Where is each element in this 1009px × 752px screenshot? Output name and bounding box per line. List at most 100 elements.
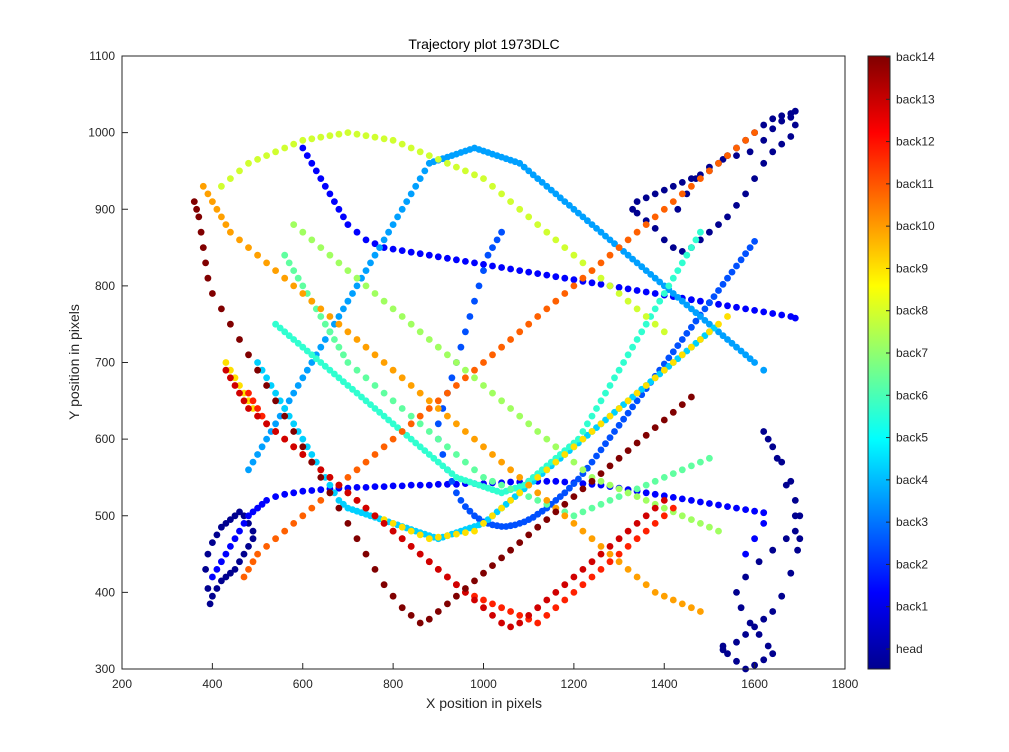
data-point [552, 236, 560, 244]
data-point [290, 282, 298, 290]
data-point [326, 251, 334, 259]
data-point [706, 500, 713, 507]
data-point [434, 566, 442, 573]
data-point [380, 297, 388, 305]
data-point [502, 500, 510, 508]
data-point [584, 431, 591, 439]
data-point [570, 480, 578, 487]
data-point [453, 359, 460, 366]
data-point [760, 121, 768, 129]
data-point [678, 401, 686, 408]
data-point [733, 657, 740, 665]
data-point [448, 374, 456, 382]
data-point [561, 489, 569, 497]
data-point [204, 585, 212, 592]
data-point [688, 305, 695, 313]
data-point [692, 339, 700, 347]
colorbar: head back1 back2 back3 back4 back5 back6 back7 b… [867, 50, 935, 670]
data-point [642, 489, 650, 497]
data-point [620, 401, 627, 408]
data-point [778, 117, 786, 125]
data-point [642, 527, 650, 535]
data-point [218, 305, 225, 313]
data-point [480, 604, 487, 612]
data-point [647, 271, 655, 278]
data-point [272, 420, 279, 428]
data-point [199, 182, 207, 190]
data-point [597, 228, 605, 236]
data-point [570, 205, 578, 213]
data-point [498, 190, 505, 198]
data-point [678, 248, 686, 255]
data-point [344, 297, 352, 305]
data-point [534, 619, 542, 627]
data-point [231, 382, 239, 389]
data-point [498, 604, 505, 612]
data-point [570, 589, 578, 596]
data-point [254, 359, 261, 366]
data-point [678, 466, 686, 474]
data-point [434, 608, 442, 615]
data-point [434, 343, 442, 351]
data-point [633, 493, 641, 500]
data-point [507, 478, 514, 486]
data-point [769, 546, 777, 554]
data-point [624, 543, 632, 550]
data-point [651, 589, 659, 596]
colorbar-gradient [867, 55, 891, 670]
data-point [308, 504, 316, 512]
data-point [633, 305, 641, 313]
data-point [240, 397, 248, 405]
data-point [380, 135, 388, 143]
plot-area [121, 55, 846, 673]
data-point [520, 163, 528, 171]
data-point [398, 604, 406, 612]
data-point [263, 435, 270, 443]
data-point [746, 619, 754, 627]
data-point [340, 213, 347, 221]
data-point [407, 320, 415, 328]
data-point [769, 115, 777, 123]
data-point [674, 267, 682, 274]
data-point [579, 480, 587, 487]
data-point [425, 405, 433, 412]
data-point [656, 297, 664, 305]
data-point [570, 458, 578, 466]
data-point [615, 405, 623, 412]
data-point [566, 202, 573, 209]
y-tick-label: 900 [95, 202, 115, 216]
data-point [534, 497, 542, 504]
data-point [308, 359, 316, 366]
data-point [525, 167, 533, 175]
data-point [669, 596, 677, 604]
data-point [552, 443, 560, 451]
data-point [453, 592, 460, 600]
data-point [669, 359, 677, 366]
data-point [371, 405, 379, 412]
data-point [407, 527, 415, 535]
data-point [254, 251, 261, 259]
data-point [299, 228, 307, 236]
data-point [236, 389, 243, 397]
data-point [669, 408, 677, 416]
data-point [733, 152, 740, 160]
data-point [588, 221, 596, 229]
data-point [516, 539, 524, 546]
data-point [570, 251, 578, 259]
data-point [688, 604, 695, 612]
data-point [209, 198, 216, 206]
data-point [588, 477, 596, 485]
data-point [624, 566, 632, 573]
data-point [733, 262, 740, 270]
data-point [245, 244, 252, 252]
data-point [407, 481, 415, 489]
data-point [272, 320, 279, 328]
data-point [380, 483, 388, 490]
data-point [706, 328, 713, 336]
data-point [543, 271, 551, 279]
data-point [340, 351, 347, 359]
data-point [633, 485, 641, 493]
data-point [272, 148, 279, 156]
data-point [706, 454, 713, 462]
